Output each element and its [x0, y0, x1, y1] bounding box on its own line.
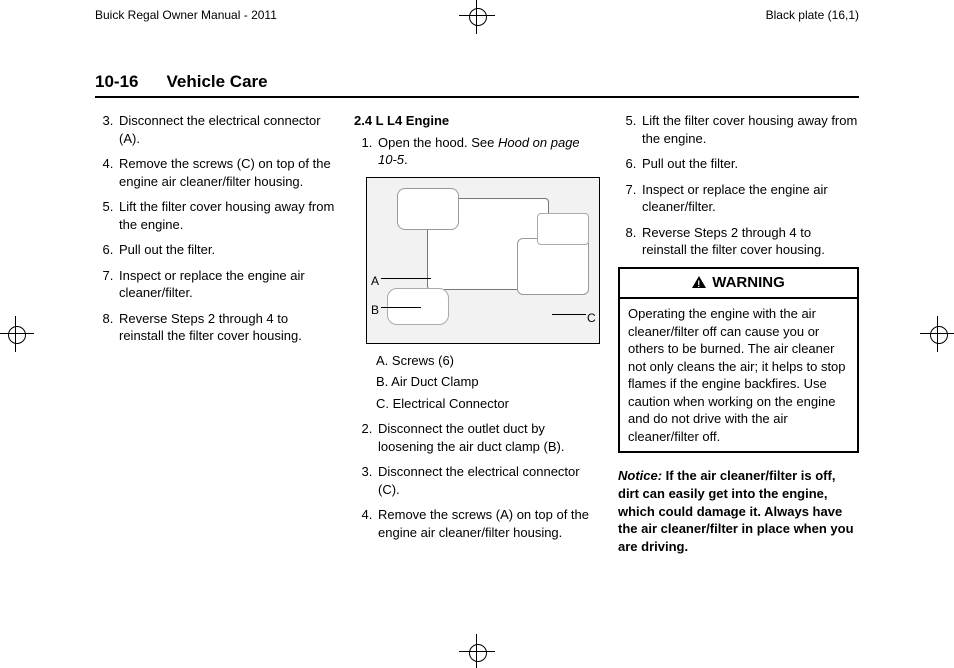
page: Buick Regal Owner Manual - 2011 Black pl…	[0, 0, 954, 668]
step-item: Remove the screws (C) on top of the engi…	[117, 155, 336, 190]
step-item: Open the hood. See Hood on page 10‑5.	[376, 134, 600, 169]
register-mark-bottom	[459, 634, 495, 668]
step-item: Lift the filter cover housing away from …	[640, 112, 859, 147]
step-item: Lift the filter cover housing away from …	[117, 198, 336, 233]
figure-callout-a: A	[371, 273, 379, 289]
step-item: Pull out the filter.	[117, 241, 336, 259]
step-item: Disconnect the electrical connector (A).	[117, 112, 336, 147]
legend-item: A. Screws (6)	[376, 352, 600, 370]
plate-info: Black plate (16,1)	[766, 8, 859, 22]
notice: Notice: If the air cleaner/filter is off…	[618, 467, 859, 555]
step-item: Inspect or replace the engine air cleane…	[117, 267, 336, 302]
doc-title: Buick Regal Owner Manual - 2011	[95, 8, 277, 22]
legend-item: C. Electrical Connector	[376, 395, 600, 413]
register-mark-right	[920, 316, 954, 352]
figure-shape	[517, 238, 589, 295]
figure-leader	[552, 314, 586, 315]
steps-list-mid-2: Disconnect the outlet duct by loosening …	[354, 420, 600, 541]
section-title: Vehicle Care	[166, 72, 267, 92]
step-text: .	[404, 152, 408, 167]
warning-box: WARNING Operating the engine with the ai…	[618, 267, 859, 454]
steps-list-right: Lift the filter cover housing away from …	[618, 112, 859, 259]
step-text: Open the hood. See	[378, 135, 498, 150]
figure-leader	[381, 278, 431, 279]
column-3: Lift the filter cover housing away from …	[618, 112, 859, 555]
section-header: 10-16 Vehicle Care	[95, 72, 859, 98]
step-item: Disconnect the outlet duct by loosening …	[376, 420, 600, 455]
figure-leader	[381, 307, 421, 308]
column-1: Disconnect the electrical connector (A).…	[95, 112, 336, 555]
warning-title: WARNING	[620, 269, 857, 299]
steps-list-left: Disconnect the electrical connector (A).…	[95, 112, 336, 345]
figure-shape	[397, 188, 459, 230]
notice-label: Notice:	[618, 468, 662, 483]
columns: Disconnect the electrical connector (A).…	[95, 112, 859, 555]
page-number: 10-16	[95, 72, 138, 92]
print-header: Buick Regal Owner Manual - 2011 Black pl…	[0, 8, 954, 22]
register-mark-left	[0, 316, 34, 352]
column-2: 2.4 L L4 Engine Open the hood. See Hood …	[354, 112, 600, 555]
content: 10-16 Vehicle Care Disconnect the electr…	[95, 72, 859, 555]
warning-icon	[692, 276, 706, 288]
figure-shape	[537, 213, 589, 245]
figure-callout-b: B	[371, 302, 379, 318]
legend-item: B. Air Duct Clamp	[376, 373, 600, 391]
step-item: Disconnect the electrical connector (C).	[376, 463, 600, 498]
warning-title-text: WARNING	[712, 274, 785, 291]
warning-body: Operating the engine with the air cleane…	[620, 299, 857, 451]
figure-legend: A. Screws (6) B. Air Duct Clamp C. Elect…	[376, 352, 600, 413]
step-item: Pull out the filter.	[640, 155, 859, 173]
step-item: Inspect or replace the engine air cleane…	[640, 181, 859, 216]
step-item: Reverse Steps 2 through 4 to reinstall t…	[117, 310, 336, 345]
engine-subhead: 2.4 L L4 Engine	[354, 112, 600, 130]
steps-list-mid-1: Open the hood. See Hood on page 10‑5.	[354, 134, 600, 169]
engine-figure: A B C	[366, 177, 600, 344]
step-item: Reverse Steps 2 through 4 to reinstall t…	[640, 224, 859, 259]
figure-callout-c: C	[587, 310, 596, 326]
step-item: Remove the screws (A) on top of the engi…	[376, 506, 600, 541]
